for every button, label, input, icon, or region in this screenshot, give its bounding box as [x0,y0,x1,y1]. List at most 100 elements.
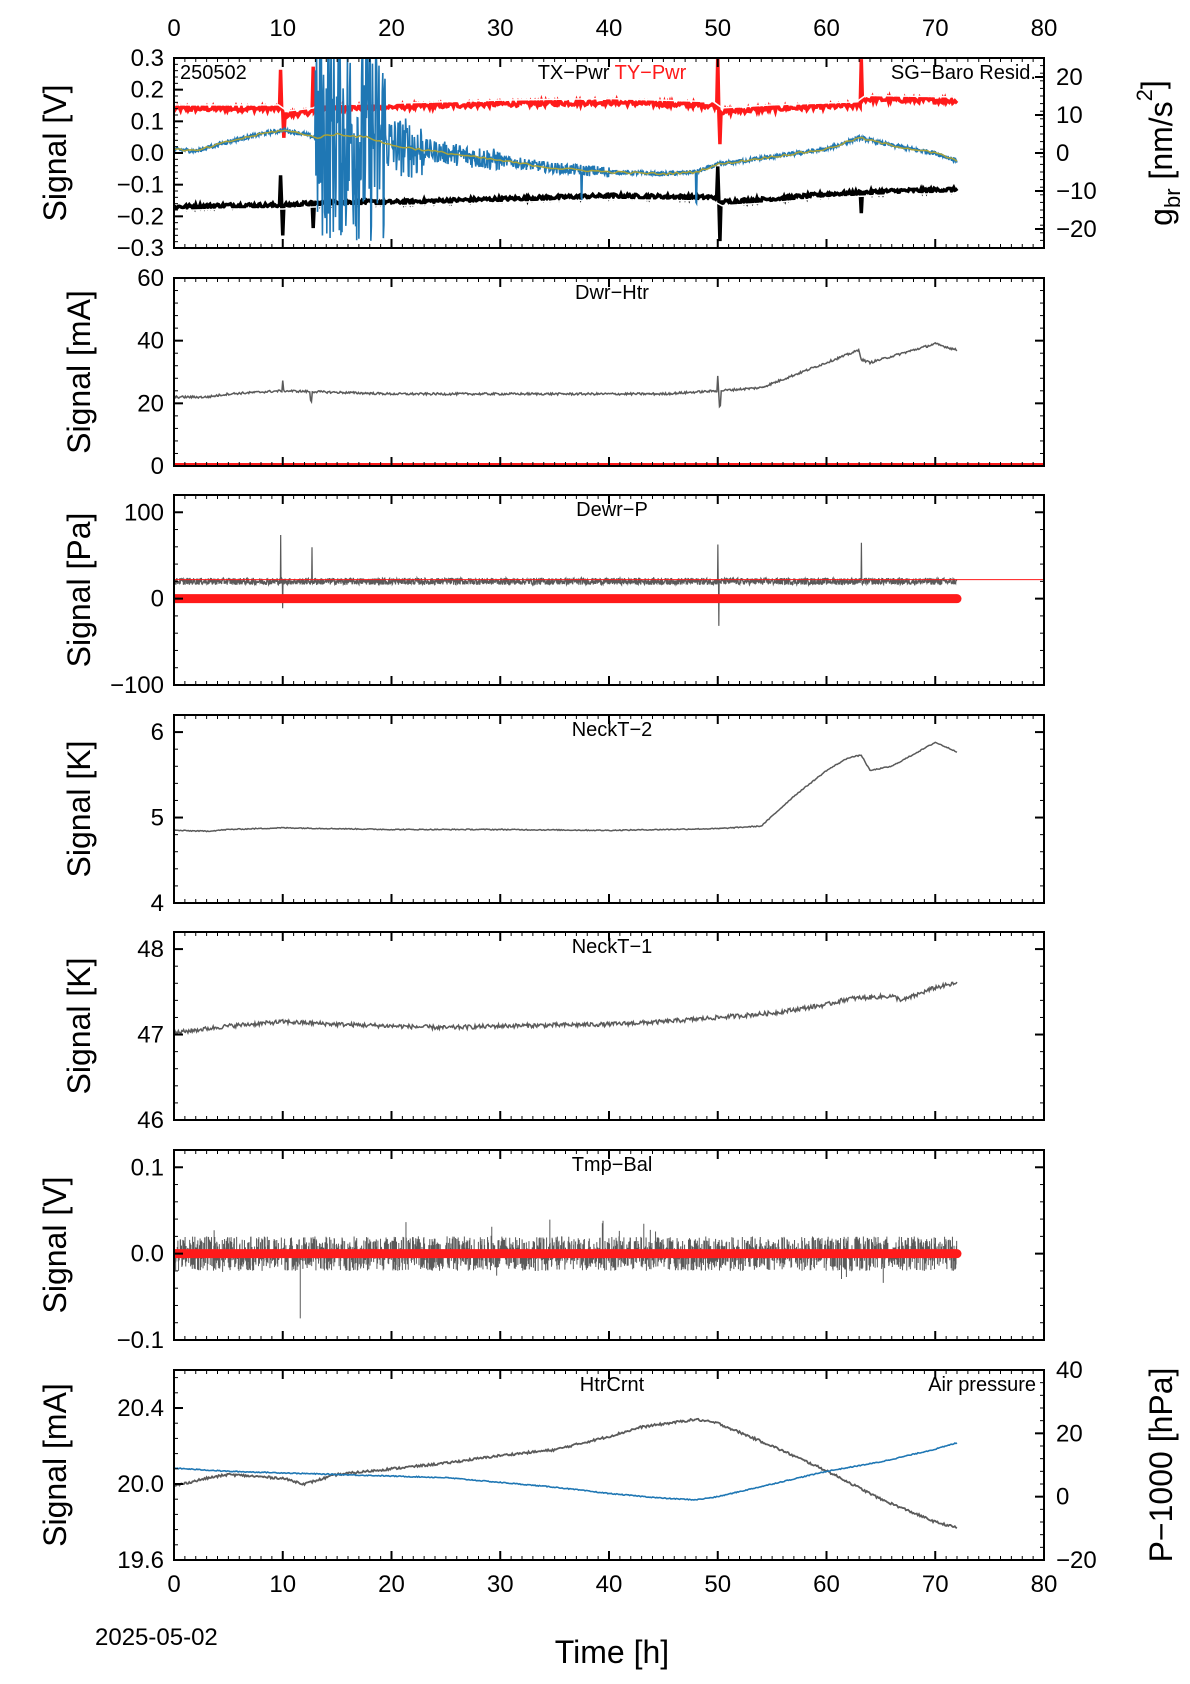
panel-title-p4: NeckT−2 [572,719,653,741]
y-tick-label: 0.1 [131,1154,164,1181]
y-axis-label-p5: Signal [K] [61,958,97,1095]
y2-tick-label: 20 [1056,64,1083,91]
y-tick-label: 40 [137,328,164,355]
series-p1-2-smooth [174,129,958,176]
panel-title-p2: Dwr−Htr [575,282,649,304]
bottom-x-tick-label: 50 [704,1571,731,1598]
panel-p4: 4 5 6 Signal [K] NeckT−2 [61,714,1045,917]
panel-right-title-p1: SG−Baro Resid. [891,62,1036,84]
top-x-axis: 0 10 20 30 40 50 60 70 80 [167,15,1057,42]
top-x-tick-label: 60 [813,15,840,42]
y-tick-label: 20.0 [117,1471,164,1498]
y-tick-label: 4 [151,890,164,917]
y-axis-label-p3: Signal [Pa] [61,513,97,668]
y2-axis-label-part: ] [1135,80,1171,89]
y-tick-label: 5 [151,805,164,832]
bottom-x-tick-label: 0 [167,1571,180,1598]
frame-p5 [173,931,1045,1121]
panel-title-p1: TX−Pwr TY−Pwr [538,62,687,84]
panel-title-part: TY−Pwr [609,62,686,84]
y2-axis-label-part: [nm/s [1143,101,1179,188]
x-axis-label: Time [h] [555,1634,669,1670]
panel-p1: −0.3 −0.2 −0.1 0.0 0.1 0.2 0.3 −20 −10 0 10 20 Signa… [37,45,1185,262]
y2-axis-label-part: br [1160,188,1185,208]
top-x-tick-label: 50 [704,15,731,42]
y-axis-label-p6: Signal [V] [37,1177,73,1314]
plot-area-p3 [174,535,1044,626]
series-p3-0 [174,535,958,626]
y-tick-label: 0.0 [131,1241,164,1268]
bottom-x-tick-label: 20 [378,1571,405,1598]
y-tick-label: 20.4 [117,1395,164,1422]
y2-tick-label: −10 [1056,178,1097,205]
panel-p7: 19.6 20.0 20.4 −20 0 20 40 Signal [mA] P−1000 [h… [37,1357,1179,1574]
y-tick-label: 0.1 [131,108,164,135]
top-x-tick-label: 0 [167,15,180,42]
frame-p4 [173,714,1045,904]
series-p1-1 [174,166,959,242]
y2-tick-label: 0 [1056,140,1069,167]
series-p1-1-center [174,192,958,212]
y-tick-label: 47 [137,1022,164,1049]
y-tick-label: 60 [137,265,164,292]
chart-panels: −0.3−0.2−0.10.00.10.20.3−20−1001020Signa… [37,45,1185,1574]
y-tick-label: 0 [151,453,164,480]
y2-tick-label: 10 [1056,102,1083,129]
panel-title-p3: Dewr−P [576,499,648,521]
plot-area-p2 [174,341,1044,466]
y-tick-label: −0.1 [117,1327,164,1354]
panel-p3: −100 0 100 Signal [Pa] Dewr−P [61,494,1045,699]
y-tick-label: 20 [137,390,164,417]
panel-p6: −0.1 0.0 0.1 Signal [V] Tmp−Bal [37,1149,1045,1354]
y-tick-label: 0.2 [131,77,164,104]
top-x-tick-label: 10 [269,15,296,42]
plot-area-p6 [174,1219,962,1319]
top-x-tick-label: 30 [487,15,514,42]
panel-p5: 46 47 48 Signal [K] NeckT−1 [61,931,1045,1134]
y-tick-label: −0.2 [117,203,164,230]
date-label: 2025-05-02 [95,1624,218,1651]
panel-title-p6: Tmp−Bal [572,1154,653,1176]
top-x-tick-label: 70 [922,15,949,42]
bottom-x-tick-label: 30 [487,1571,514,1598]
series-p4-0 [174,741,958,833]
y2-tick-label: 40 [1056,1357,1083,1384]
series-p2-0 [174,341,958,409]
panel-p2: 0 20 40 60 Signal [mA] Dwr−Htr [61,265,1045,480]
y2-axis-label-part: g [1143,208,1179,226]
top-x-tick-label: 20 [378,15,405,42]
top-x-tick-label: 80 [1031,15,1058,42]
panel-title-p7: HtrCrnt [580,1374,645,1396]
plot-area-p1 [174,58,959,242]
y-axis-label-p4: Signal [K] [61,741,97,878]
y-tick-label: 0.3 [131,45,164,72]
series-p5-0 [174,981,958,1035]
y2-axis-label-part: 2 [1132,89,1157,101]
plot-area-p4 [174,741,958,833]
y2-axis-label-p7: P−1000 [hPa] [1143,1368,1179,1563]
y2-tick-label: −20 [1056,1547,1097,1574]
y2-tick-label: 0 [1056,1484,1069,1511]
y-tick-label: 0.0 [131,140,164,167]
y-tick-label: −0.1 [117,172,164,199]
bottom-x-tick-label: 60 [813,1571,840,1598]
y-tick-label: 0 [151,586,164,613]
y2-tick-label: 20 [1056,1420,1083,1447]
series-p1-0 [174,58,959,145]
frame-p7 [173,1369,1045,1561]
bottom-x-tick-label: 80 [1031,1571,1058,1598]
frame-p2 [173,277,1045,467]
y-axis-label-p1: Signal [V] [37,85,73,222]
y-axis-label-p7: Signal [mA] [37,1383,73,1547]
bottom-x-tick-label: 40 [596,1571,623,1598]
series-p6-0 [174,1219,958,1319]
panel-right-title-p7: Air pressure [928,1374,1036,1396]
panel-title-part: TX−Pwr [538,62,610,84]
y-tick-label: 19.6 [117,1547,164,1574]
y-tick-label: 46 [137,1107,164,1134]
plot-area-p7 [174,1417,958,1529]
y-tick-label: −100 [110,672,164,699]
y2-tick-label: −20 [1056,216,1097,243]
bottom-x-tick-label: 70 [922,1571,949,1598]
